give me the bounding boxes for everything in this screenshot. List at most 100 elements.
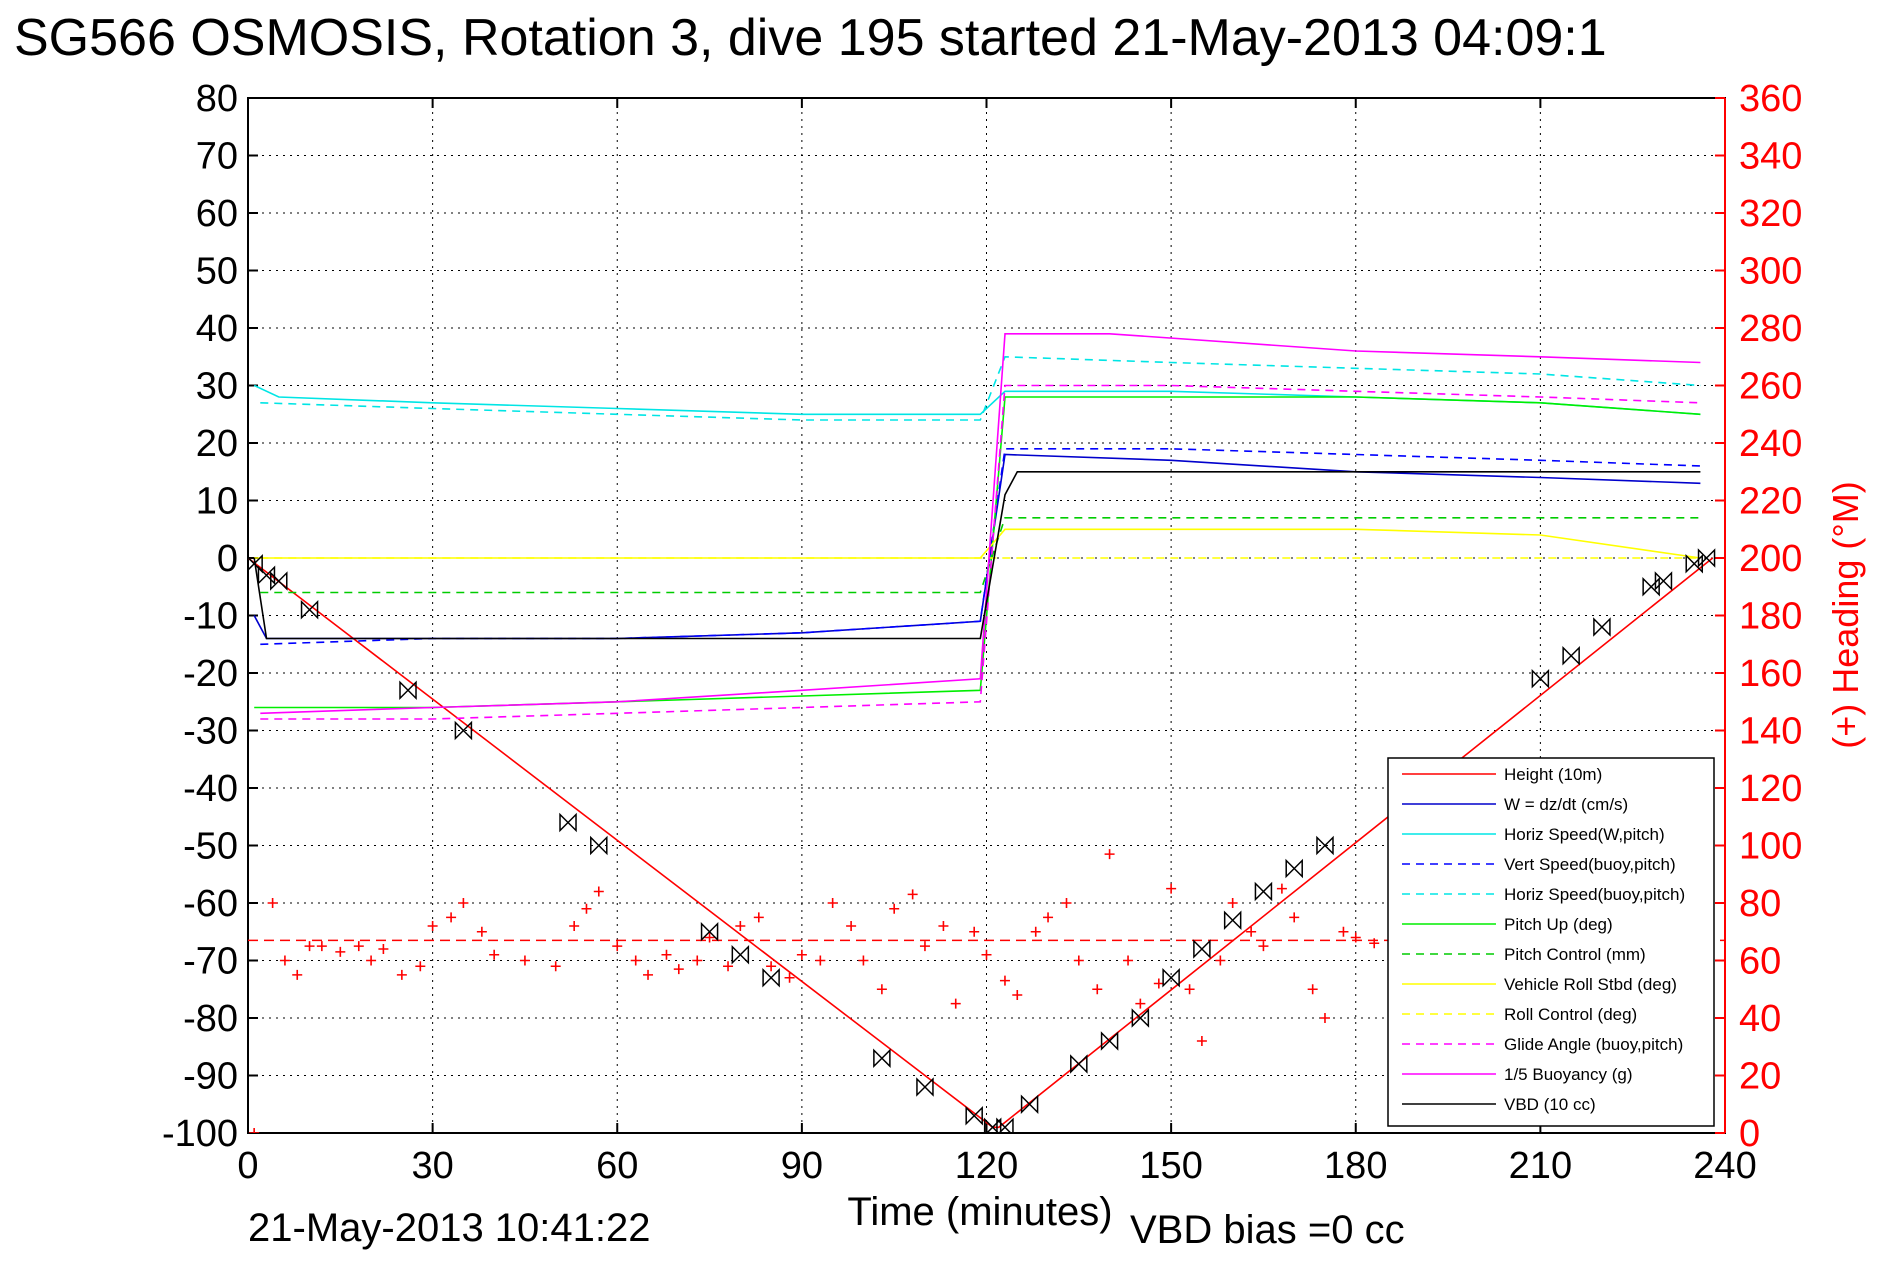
left-tick-label: -30 [183,711,238,753]
heading-point [1123,955,1134,966]
heading-point [353,941,364,952]
left-tick-label: 40 [196,308,238,350]
heading-point [1196,1036,1207,1046]
heading-point [673,964,684,975]
left-tick-label: -50 [183,826,238,868]
heading-point [378,944,389,954]
heading-point [1030,926,1041,937]
right-axis-ticks: 3603403203002802602402202001801601401201… [1715,78,1802,1155]
heading-point [981,949,992,960]
left-tick-label: -100 [162,1113,238,1155]
right-tick-label: 320 [1739,193,1802,235]
heading-point [999,975,1010,986]
heading-point [858,955,869,966]
x-tick-label: 240 [1693,1145,1756,1187]
heading-point [415,961,426,972]
right-tick-label: 360 [1739,78,1802,120]
right-tick-label: 240 [1739,423,1802,465]
height-marker [399,680,417,701]
heading-point [476,926,487,937]
heading-point [581,903,592,914]
x-tick-label: 180 [1324,1145,1387,1187]
series-line [260,516,1701,594]
legend-entry: Roll Control (deg) [1504,1005,1637,1024]
right-tick-label: 120 [1739,768,1802,810]
heading-point [630,955,641,966]
height-marker [300,599,319,620]
heading-point [1135,998,1146,1009]
right-axis-label: (+) Heading (°M) [1825,481,1866,748]
heading-point [292,969,303,980]
heading-point [446,912,457,923]
heading-point [643,969,654,980]
heading-point [519,955,530,966]
right-tick-label: 260 [1739,366,1802,408]
heading-point [753,912,764,923]
heading-point [796,949,807,960]
x-axis-label: Time (minutes) [847,1190,1112,1234]
left-tick-label: 70 [196,136,238,178]
right-tick-label: 60 [1739,941,1781,983]
left-tick-label: -20 [183,653,238,695]
x-tick-label: 0 [237,1145,258,1187]
right-tick-label: 200 [1739,538,1802,580]
right-tick-label: 80 [1739,883,1781,925]
legend-entry: W = dz/dt (cm/s) [1504,795,1628,814]
height-marker [248,553,263,574]
heading-point [550,961,561,972]
height-marker [1685,553,1703,574]
right-tick-label: 220 [1739,481,1802,523]
heading-point [1043,912,1054,923]
heading-point [938,921,949,931]
right-tick-label: 40 [1739,998,1781,1040]
heading-point [279,955,290,966]
heading-point [316,941,327,952]
left-tick-label: 10 [196,481,238,523]
right-tick-label: 0 [1739,1113,1760,1155]
height-markers [248,548,1716,1133]
height-marker [1593,617,1611,637]
legend-entry: Glide Angle (buoy,pitch) [1504,1035,1683,1054]
heading-point [1338,926,1349,937]
left-tick-label: 50 [196,251,238,293]
heading-point [1061,898,1072,908]
right-tick-label: 100 [1739,826,1802,868]
height-marker [762,967,780,988]
height-marker [454,720,473,741]
left-tick-label: 60 [196,193,238,235]
heading-point [1307,984,1318,995]
height-marker [996,1117,1014,1133]
series-layer [248,332,1714,1129]
heading-point [876,984,887,995]
heading-point [889,903,900,914]
heading-point [458,898,469,908]
right-tick-label: 180 [1739,596,1802,638]
heading-point [593,886,604,897]
left-tick-label: 80 [196,78,238,120]
heading-point [827,898,838,908]
series-line [254,528,1701,559]
left-tick-label: 30 [196,366,238,408]
x-tick-label: 120 [955,1145,1018,1187]
x-tick-label: 90 [781,1145,823,1187]
heading-point [427,921,438,931]
heading-point [1153,978,1164,989]
heading-point [1227,898,1238,908]
legend-entry: Pitch Up (deg) [1504,915,1613,934]
height-marker [1697,548,1716,568]
height-marker [731,944,750,965]
heading-point [267,898,278,908]
heading-point [969,926,980,937]
heading-point [1319,1013,1330,1023]
height-marker [1285,858,1303,879]
heading-point [335,946,346,957]
height-marker [559,812,577,833]
left-tick-label: -10 [183,596,238,638]
heading-point [704,932,715,943]
height-marker [1254,881,1273,902]
height-marker [1642,576,1660,597]
heading-point [1104,849,1115,860]
legend-entry: 1/5 Buoyancy (g) [1504,1065,1633,1084]
right-tick-label: 140 [1739,711,1802,753]
